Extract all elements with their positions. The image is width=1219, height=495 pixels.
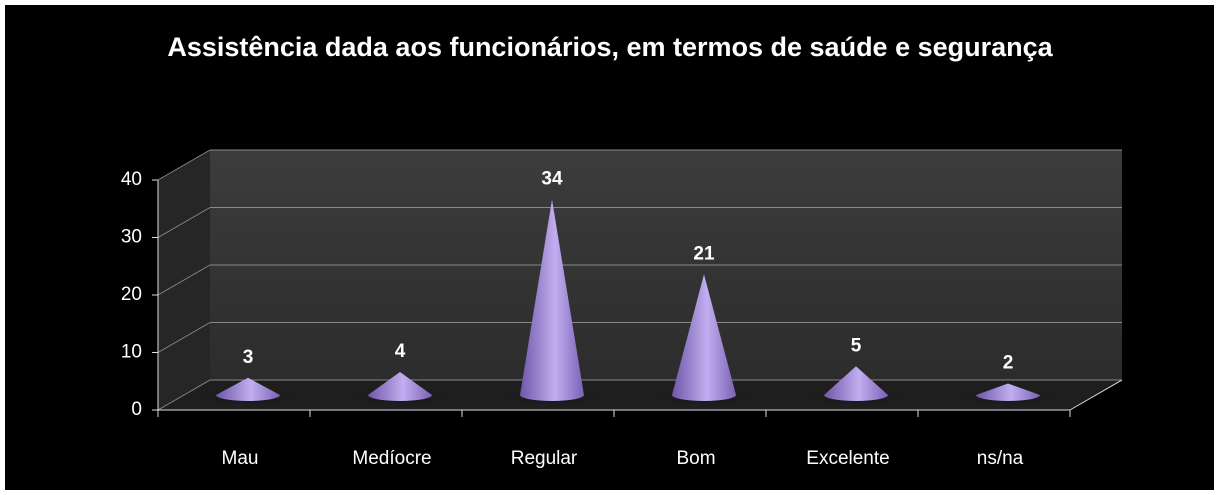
cone (368, 372, 432, 401)
chart-title: Assistência dada aos funcionários, em te… (167, 32, 1053, 62)
x-tick-label: Regular (511, 448, 578, 469)
value-label: 4 (395, 341, 406, 362)
y-tick-label: 0 (131, 399, 142, 420)
y-tick-label: 10 (121, 342, 142, 363)
value-label: 34 (541, 169, 563, 190)
grid-line (157, 264, 211, 296)
y-tick-label: 30 (121, 227, 142, 248)
y-tick-label: 40 (121, 169, 142, 190)
grid-line (157, 149, 211, 181)
grid-line (157, 207, 211, 238)
cone (520, 199, 584, 401)
value-label: 21 (693, 243, 715, 264)
cone (672, 274, 736, 401)
x-tick-label: Medíocre (352, 448, 431, 469)
cone (216, 377, 280, 401)
value-label: 2 (1003, 353, 1014, 374)
floor-edge (1069, 379, 1123, 411)
x-tick-label: Bom (676, 448, 715, 469)
cone (976, 383, 1040, 401)
value-label: 5 (851, 335, 862, 356)
y-tick-label: 20 (121, 284, 142, 305)
x-tick-label: ns/na (977, 448, 1024, 469)
cone (824, 366, 888, 401)
value-label: 3 (243, 347, 254, 368)
grid-line (157, 322, 211, 353)
x-tick-label: Mau (222, 448, 259, 469)
x-tick-label: Excelente (806, 448, 889, 469)
